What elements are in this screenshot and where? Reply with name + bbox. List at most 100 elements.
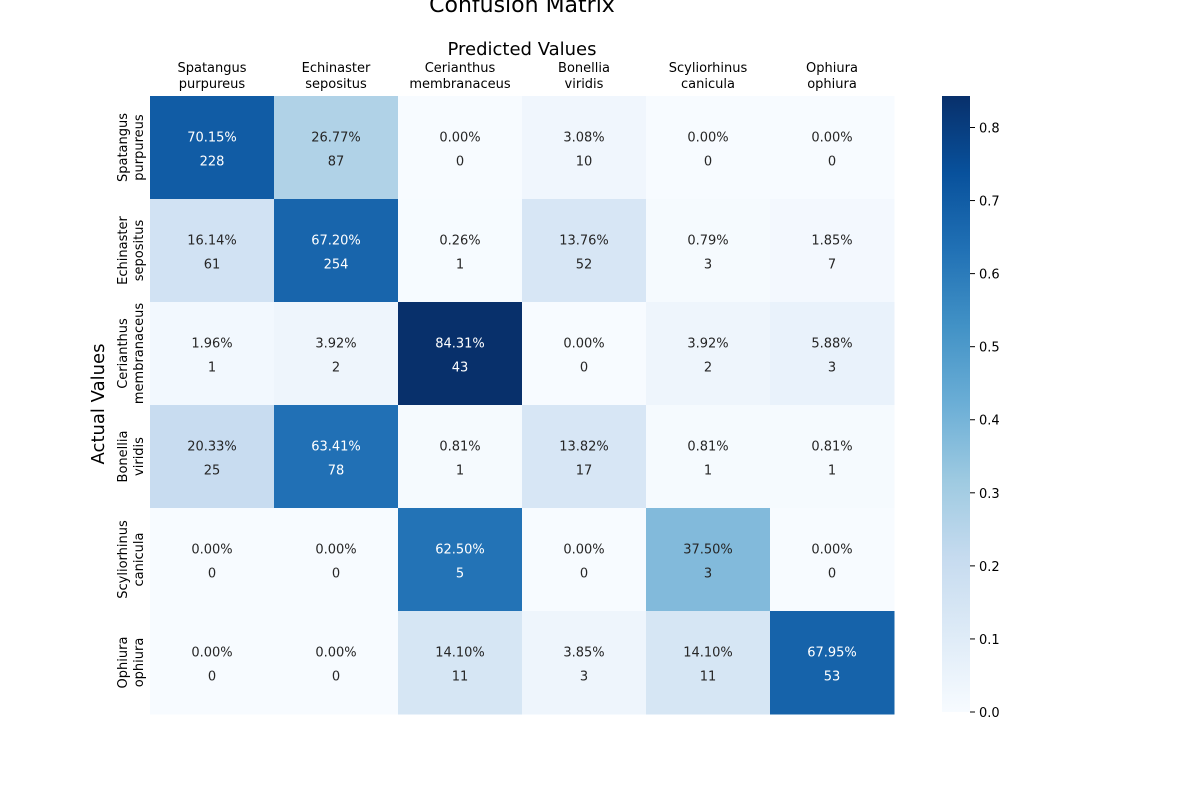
heatmap-cell: [646, 508, 771, 612]
heatmap-cell: [274, 405, 399, 509]
heatmap-cell: [770, 508, 895, 612]
heatmap-cell: [522, 96, 647, 200]
cell-percent-label: 20.33%: [187, 440, 237, 455]
cell-count-label: 3: [580, 670, 588, 685]
cell-count-label: 17: [576, 464, 593, 479]
colorbar-tick-label: 0.3: [979, 487, 1000, 502]
cell-count-label: 78: [328, 464, 345, 479]
cell-count-label: 25: [204, 464, 221, 479]
cell-count-label: 3: [704, 258, 712, 273]
heatmap-cell: [150, 508, 275, 612]
heatmap-cell: [646, 96, 771, 200]
cell-percent-label: 26.77%: [311, 131, 361, 146]
colorbar-tick-label: 0.5: [979, 341, 1000, 356]
x-axis-label: Predicted Values: [447, 39, 596, 60]
heatmap-cell: [398, 611, 523, 715]
cell-percent-label: 0.81%: [439, 440, 480, 455]
cell-percent-label: 0.00%: [811, 131, 852, 146]
cell-count-label: 0: [704, 155, 712, 170]
heatmap-cell: [274, 508, 399, 612]
heatmap-cell: [522, 405, 647, 509]
cell-percent-label: 62.50%: [435, 543, 485, 558]
heatmap-cell: [274, 96, 399, 200]
heatmap-cell: [150, 302, 275, 406]
cell-percent-label: 0.79%: [687, 234, 728, 249]
colorbar-tick-label: 0.0: [979, 706, 1000, 721]
cell-count-label: 7: [828, 258, 836, 273]
cell-count-label: 10: [576, 155, 593, 170]
cell-count-label: 87: [328, 155, 345, 170]
cell-count-label: 52: [576, 258, 593, 273]
heatmap-cell: [522, 611, 647, 715]
heatmap-cell: [274, 611, 399, 715]
cell-percent-label: 67.20%: [311, 234, 361, 249]
heatmap-cell: [150, 96, 275, 200]
heatmap-cell: [646, 199, 771, 303]
cell-count-label: 0: [580, 567, 588, 582]
cell-percent-label: 84.31%: [435, 337, 485, 352]
x-tick-label: Spatangus purpureus: [177, 61, 246, 92]
cell-percent-label: 0.00%: [315, 646, 356, 661]
cell-count-label: 0: [332, 567, 340, 582]
cell-count-label: 1: [208, 361, 216, 376]
heatmap-cell: [646, 302, 771, 406]
cell-count-label: 3: [828, 361, 836, 376]
y-tick-label: Ophiuraophiura: [116, 637, 147, 689]
heatmap-cell: [646, 611, 771, 715]
heatmap-cell: [770, 96, 895, 200]
heatmap-cell: [770, 302, 895, 406]
heatmap-cell: [150, 405, 275, 509]
heatmap-cell: [398, 405, 523, 509]
cell-percent-label: 67.95%: [807, 646, 857, 661]
cell-percent-label: 3.08%: [563, 131, 604, 146]
cell-percent-label: 16.14%: [187, 234, 237, 249]
cell-percent-label: 63.41%: [311, 440, 361, 455]
heatmap-cell: [646, 405, 771, 509]
cell-count-label: 5: [456, 567, 464, 582]
cell-count-label: 61: [204, 258, 221, 273]
heatmap-cell: [398, 96, 523, 200]
cell-count-label: 2: [704, 361, 712, 376]
cell-count-label: 1: [456, 258, 464, 273]
colorbar-ticks: 0.0 0.1 0.2 0.3 0.4 0.5 0.6 0.7 0.8: [970, 121, 1000, 721]
heatmap-cell: [398, 199, 523, 303]
cell-count-label: 11: [452, 670, 469, 685]
cell-count-label: 0: [332, 670, 340, 685]
cell-percent-label: 0.00%: [687, 131, 728, 146]
cell-count-label: 254: [324, 258, 349, 273]
x-tick-label: Scyliorhinus canicula: [669, 61, 748, 92]
x-tick-label: Bonellia viridis: [558, 61, 610, 92]
cell-count-label: 228: [200, 155, 225, 170]
cell-percent-label: 3.92%: [687, 337, 728, 352]
heatmap-cells: 70.15%22826.77%870.00%03.08%100.00%00.00…: [150, 96, 895, 715]
cell-percent-label: 0.81%: [687, 440, 728, 455]
heatmap-cell: [770, 199, 895, 303]
cell-percent-label: 0.26%: [439, 234, 480, 249]
y-tick-label: Cerianthusmembranaceus: [116, 303, 147, 404]
y-tick-label: Spatanguspurpureus: [116, 113, 147, 182]
heatmap-cell: [770, 405, 895, 509]
cell-count-label: 3: [704, 567, 712, 582]
cell-percent-label: 13.82%: [559, 440, 609, 455]
cell-count-label: 43: [452, 361, 469, 376]
heatmap-cell: [274, 199, 399, 303]
cell-count-label: 2: [332, 361, 340, 376]
colorbar-tick-label: 0.1: [979, 633, 1000, 648]
cell-count-label: 0: [828, 155, 836, 170]
cell-percent-label: 0.00%: [315, 543, 356, 558]
cell-count-label: 0: [208, 567, 216, 582]
cell-percent-label: 0.00%: [439, 131, 480, 146]
x-tick-labels: Spatangus purpureus Echinaster sepositus Cer…: [177, 61, 857, 92]
heatmap-cell: [398, 508, 523, 612]
cell-count-label: 0: [828, 567, 836, 582]
x-tick-label: Cerianthus membranaceus: [409, 61, 510, 92]
colorbar-tick-label: 0.8: [979, 121, 1000, 136]
cell-percent-label: 13.76%: [559, 234, 609, 249]
cell-percent-label: 14.10%: [435, 646, 485, 661]
heatmap-cell: [770, 611, 895, 715]
cell-percent-label: 0.00%: [563, 543, 604, 558]
heatmap-cell: [522, 302, 647, 406]
cell-count-label: 1: [828, 464, 836, 479]
y-tick-label: Bonelliaviridis: [116, 431, 147, 483]
